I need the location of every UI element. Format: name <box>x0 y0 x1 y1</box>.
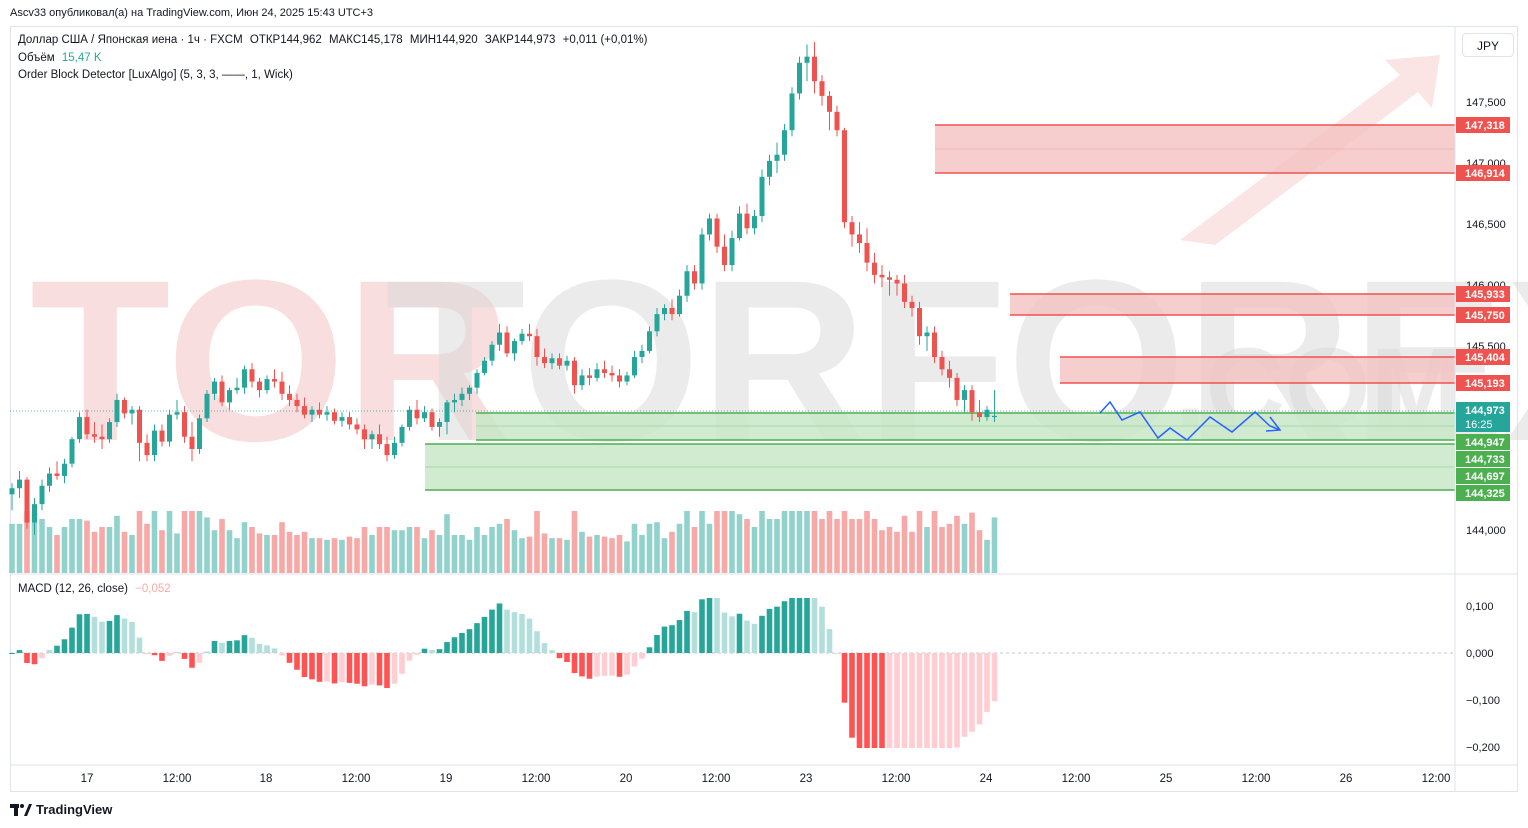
tradingview-logo[interactable]: TradingView <box>10 802 112 817</box>
open-value: ОТКР144,962 <box>249 34 322 46</box>
volume-value: 15,47 K <box>61 52 102 64</box>
symbol-legend: Доллар США / Японская иена · 1ч · FXCM О… <box>18 34 647 46</box>
currency-button[interactable]: JPY <box>1462 33 1514 57</box>
footer-label: TradingView <box>36 802 113 817</box>
low-value: МИН144,920 <box>409 34 478 46</box>
volume-label: Объём <box>18 52 55 64</box>
chart-frame <box>10 26 1518 792</box>
tradingview-logo-icon <box>10 803 32 816</box>
close-value: ЗАКР144,973 <box>484 34 556 46</box>
indicator-legend[interactable]: Order Block Detector [LuxAlgo] (5, 3, 3,… <box>18 69 293 81</box>
high-value: МАКС145,178 <box>329 34 403 46</box>
macd-label: MACD (12, 26, close) <box>18 583 128 595</box>
macd-legend[interactable]: MACD (12, 26, close) −0,052 <box>18 583 171 595</box>
symbol-description[interactable]: Доллар США / Японская иена · 1ч · FXCM <box>18 34 243 46</box>
macd-value: −0,052 <box>135 583 171 595</box>
volume-legend[interactable]: Объём 15,47 K <box>18 52 102 64</box>
publisher-line: Ascv33 опубликовал(а) на TradingView.com… <box>10 7 374 19</box>
change-value: +0,011 (+0,01%) <box>562 34 648 46</box>
